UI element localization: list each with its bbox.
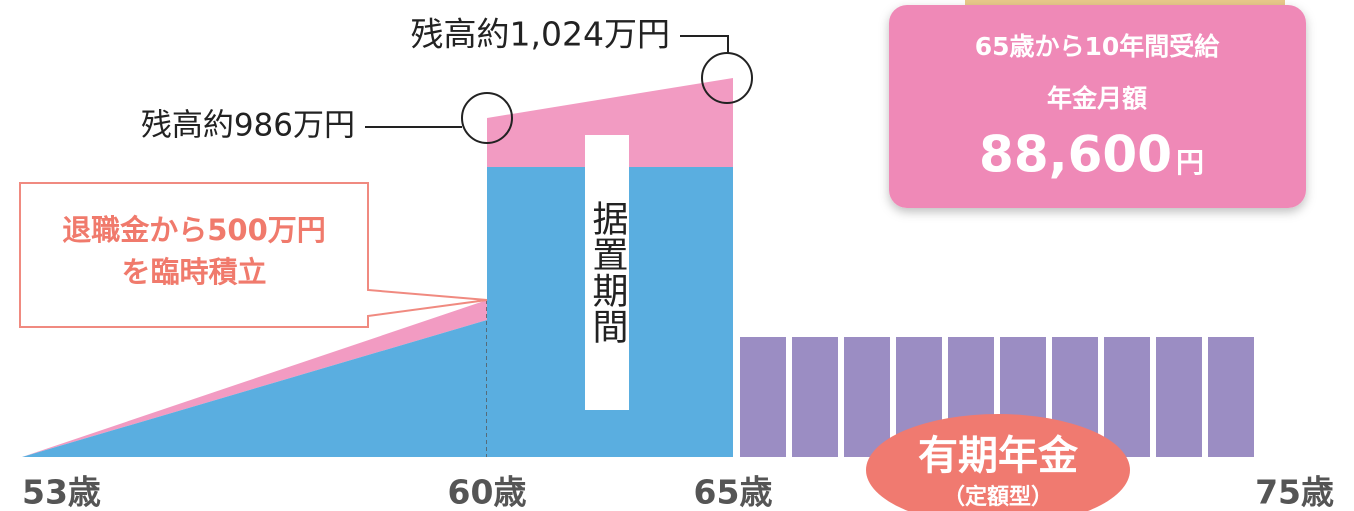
summary-unit: 円 xyxy=(1176,146,1204,179)
diagram: 据置期間 残高約986万円 残高約1,024万円 退職金から500万円 を臨時積… xyxy=(0,0,1354,511)
leader xyxy=(680,36,728,53)
annuity-bar xyxy=(792,337,838,457)
summary-amount: 88,600 xyxy=(979,126,1172,184)
annuity-bar xyxy=(1156,337,1202,457)
deferral-label: 据置期間 xyxy=(587,200,628,344)
annuity-subtitle: （定額型） xyxy=(943,484,1053,510)
annuity-bar xyxy=(844,337,890,457)
callout-text: を臨時積立 xyxy=(121,255,266,289)
annuity-title: 有期年金 xyxy=(918,433,1079,479)
balance-label: 残高約1,024万円 xyxy=(411,15,670,54)
annuity-bar xyxy=(740,337,786,457)
age-label: 60歳 xyxy=(448,473,527,511)
age-label: 65歳 xyxy=(694,473,773,511)
callout-text: 退職金から500万円 xyxy=(62,213,326,247)
age-label: 75歳 xyxy=(1255,473,1334,511)
summary-text: 65歳から10年間受給 xyxy=(975,32,1221,61)
balance-label: 残高約986万円 xyxy=(141,108,355,144)
age-label: 53歳 xyxy=(22,473,101,511)
annuity-bar xyxy=(1208,337,1254,457)
summary-text: 年金月額 xyxy=(1047,84,1147,113)
annuity-bar xyxy=(1104,337,1150,457)
